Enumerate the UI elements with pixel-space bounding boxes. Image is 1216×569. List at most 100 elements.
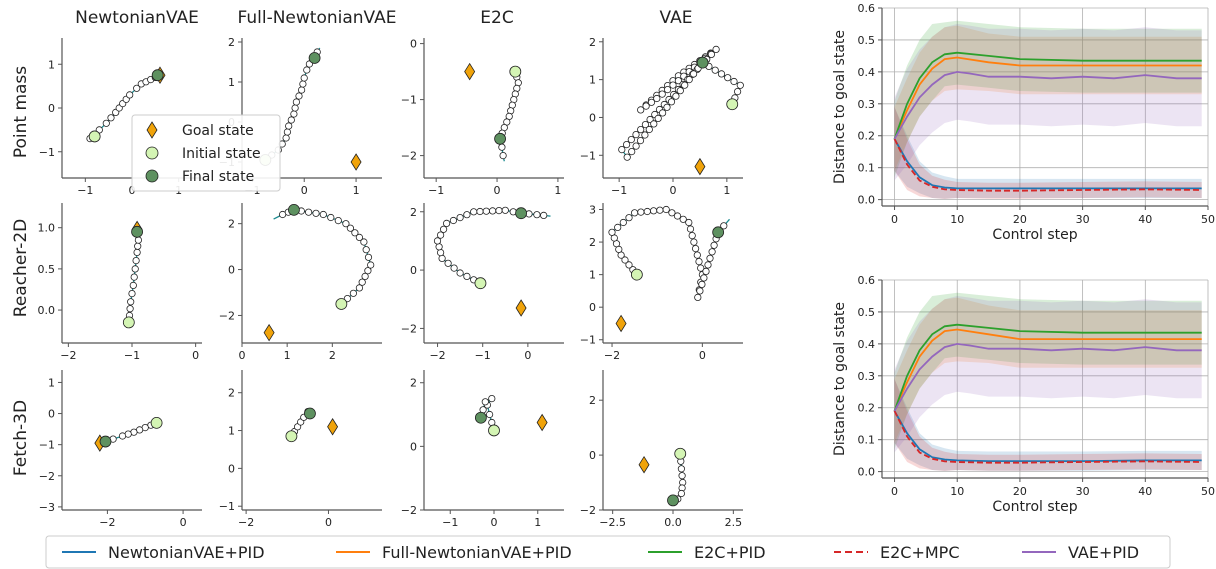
col-title-vae: VAE — [660, 8, 693, 28]
trajectory-point-rc-vae — [619, 218, 627, 227]
trajectory-point-rc-vae — [630, 209, 639, 217]
row-title-point-mass: Point mass — [11, 66, 31, 158]
trajectory-point-rc-e2c — [444, 259, 452, 267]
final-marker-fe-nvae — [99, 435, 112, 448]
x-tick-label-pm-nvae: −1 — [77, 184, 93, 197]
y-tick-label-dist-bottom: 0.0 — [858, 466, 876, 479]
trajectory-rc-full — [273, 209, 372, 305]
x-tick-label-dist-bottom: 20 — [1013, 485, 1027, 498]
x-tick-label-pm-full: 1 — [353, 184, 360, 197]
y-tick-label-dist-bottom: 0.2 — [858, 402, 876, 415]
band-vae-pid-dist-top — [894, 24, 1202, 181]
trajectory-point-pm-vae — [689, 70, 698, 78]
initial-marker-fe-full — [285, 430, 298, 443]
trajectory-point-pm-vae — [669, 81, 677, 89]
x-tick-label-rc-e2c: 0 — [524, 349, 531, 362]
trajectory-point-pm-vae — [674, 77, 683, 85]
trajectory-point-pm-vae — [712, 45, 720, 54]
y-tick-label-rc-vae: −1 — [580, 334, 596, 347]
y-tick-label-dist-bottom: 0.6 — [858, 274, 876, 287]
trajectory-point-rc-full — [334, 217, 342, 225]
y-tick-label-rc-vae: 3 — [589, 204, 596, 217]
lineplot-dist-top: 0 10 20 30 40 50 0.0 0.1 0.2 0.3 0.4 0.5 0.6 Control … — [832, 2, 1215, 243]
initial-marker-rc-full — [335, 298, 348, 310]
x-tick-label-fe-nvae: −2 — [99, 516, 115, 529]
initial-marker-pm-e2c — [509, 65, 522, 78]
trajectory-point-rc-e2c — [449, 216, 457, 225]
legend-label-newtonianvae-pid: NewtonianVAE+PID — [108, 543, 265, 562]
initial-marker-rc-vae — [630, 268, 643, 281]
trajectory-point-pm-vae — [711, 66, 719, 74]
trajectory-point-rc-full — [312, 209, 320, 217]
trajectory-point-rc-full — [304, 208, 313, 216]
legend-final-label: Final state — [182, 169, 254, 185]
initial-marker-fe-e2c — [488, 424, 500, 437]
x-tick-label-rc-full: 0 — [239, 349, 246, 362]
y-tick-label-rc-full: 2 — [228, 218, 235, 231]
trajectory-point-rc-vae — [693, 251, 701, 259]
trajectory-point-rc-vae — [673, 212, 682, 220]
legend-label-e2c-mpc: E2C+MPC — [880, 543, 960, 562]
trajectory-point-rc-e2c — [501, 206, 509, 214]
trajectory-point-rc-vae — [708, 248, 716, 256]
x-tick-label-pm-vae: −1 — [611, 184, 627, 197]
initial-marker-pm-vae — [726, 98, 739, 111]
trajectory-point-pm-vae — [627, 136, 635, 144]
y-tick-label-rc-nvae: 0.5 — [38, 263, 56, 276]
x-tick-label-pm-vae: 1 — [723, 184, 730, 197]
trajectory-point-rc-e2c — [463, 272, 471, 280]
y-tick-label-fe-vae: 0 — [589, 449, 596, 462]
y-tick-label-dist-top: 0.4 — [858, 66, 876, 79]
trajectory-point-rc-full — [364, 253, 373, 261]
x-tick-label-pm-nvae: 0 — [129, 184, 136, 197]
trajectory-point-pm-e2c — [499, 152, 507, 160]
y-tick-label-fe-nvae: −1 — [39, 439, 55, 452]
y-tick-label-rc-nvae: 1.0 — [38, 222, 56, 235]
trajectory-point-rc-vae — [697, 264, 705, 272]
x-axis-label-dist-top: Control step — [992, 227, 1077, 243]
trajectory-point-rc-vae — [625, 214, 633, 222]
final-marker-rc-vae — [712, 226, 725, 239]
trajectory-point-rc-e2c — [450, 264, 458, 272]
scatter-legend: Goal state Initial state Final state — [131, 114, 281, 192]
panel-pm-vae: −1 0 1 −1 0 1 2 — [580, 36, 744, 197]
y-tick-label-pm-full: 1 — [228, 76, 235, 89]
trajectory-point-rc-full — [360, 238, 368, 246]
row-title-reacher-2d: Reacher-2D — [11, 219, 31, 317]
goal-marker-fe-vae — [638, 455, 650, 474]
trajectory-point-rc-full — [355, 233, 363, 241]
trajectory-point-rc-vae — [625, 261, 633, 269]
x-tick-label-dist-bottom: 30 — [1076, 485, 1090, 498]
trajectory-point-pm-vae — [672, 92, 680, 100]
trajectory-point-rc-full — [349, 289, 357, 297]
x-tick-label-dist-bottom: 10 — [950, 485, 964, 498]
trajectory-point-pm-vae — [676, 87, 684, 95]
panel-rc-full: 0 1 2 −2 0 2 — [219, 203, 382, 362]
x-tick-label-dist-top: 10 — [950, 213, 964, 226]
bottom-legend: NewtonianVAE+PID Full-NewtonianVAE+PID E… — [45, 535, 1171, 569]
trajectory-point-rc-vae — [700, 274, 708, 282]
x-tick-label-dist-top: 30 — [1076, 213, 1090, 226]
x-tick-label-fe-nvae: 0 — [180, 516, 187, 529]
y-axis-label-dist-top: Distance to goal state — [832, 30, 848, 184]
trajectory-point-rc-full — [319, 210, 327, 219]
trajectory-point-rc-e2c — [435, 243, 443, 251]
series-e2c-mpc-dist-top — [893, 138, 1202, 192]
trajectory-point-pm-vae — [623, 153, 631, 161]
trajectory-point-rc-nvae — [130, 273, 138, 281]
goal-marker-pm-vae — [694, 157, 706, 176]
x-tick-label-fe-vae: 0.0 — [664, 516, 682, 529]
series-vae-pid-dist-bottom — [893, 342, 1202, 412]
trajectory-point-pm-vae — [645, 125, 653, 134]
trajectory-point-pm-vae — [736, 81, 744, 89]
trajectory-point-fe-e2c — [485, 410, 494, 419]
trajectory-point-fe-nvae — [118, 432, 127, 440]
trajectory-point-pm-nvae — [126, 91, 134, 99]
initial-marker-fe-nvae — [150, 416, 163, 429]
panel-fe-full: −2 0 −1 0 1 2 — [219, 370, 382, 529]
x-tick-label-rc-nvae: −2 — [60, 349, 76, 362]
goal-marker-pm-full — [350, 153, 362, 171]
panel-fe-vae: −2.5 0.0 2.5 −2 0 2 — [580, 370, 743, 529]
y-tick-label-fe-nvae: 0 — [48, 408, 55, 421]
